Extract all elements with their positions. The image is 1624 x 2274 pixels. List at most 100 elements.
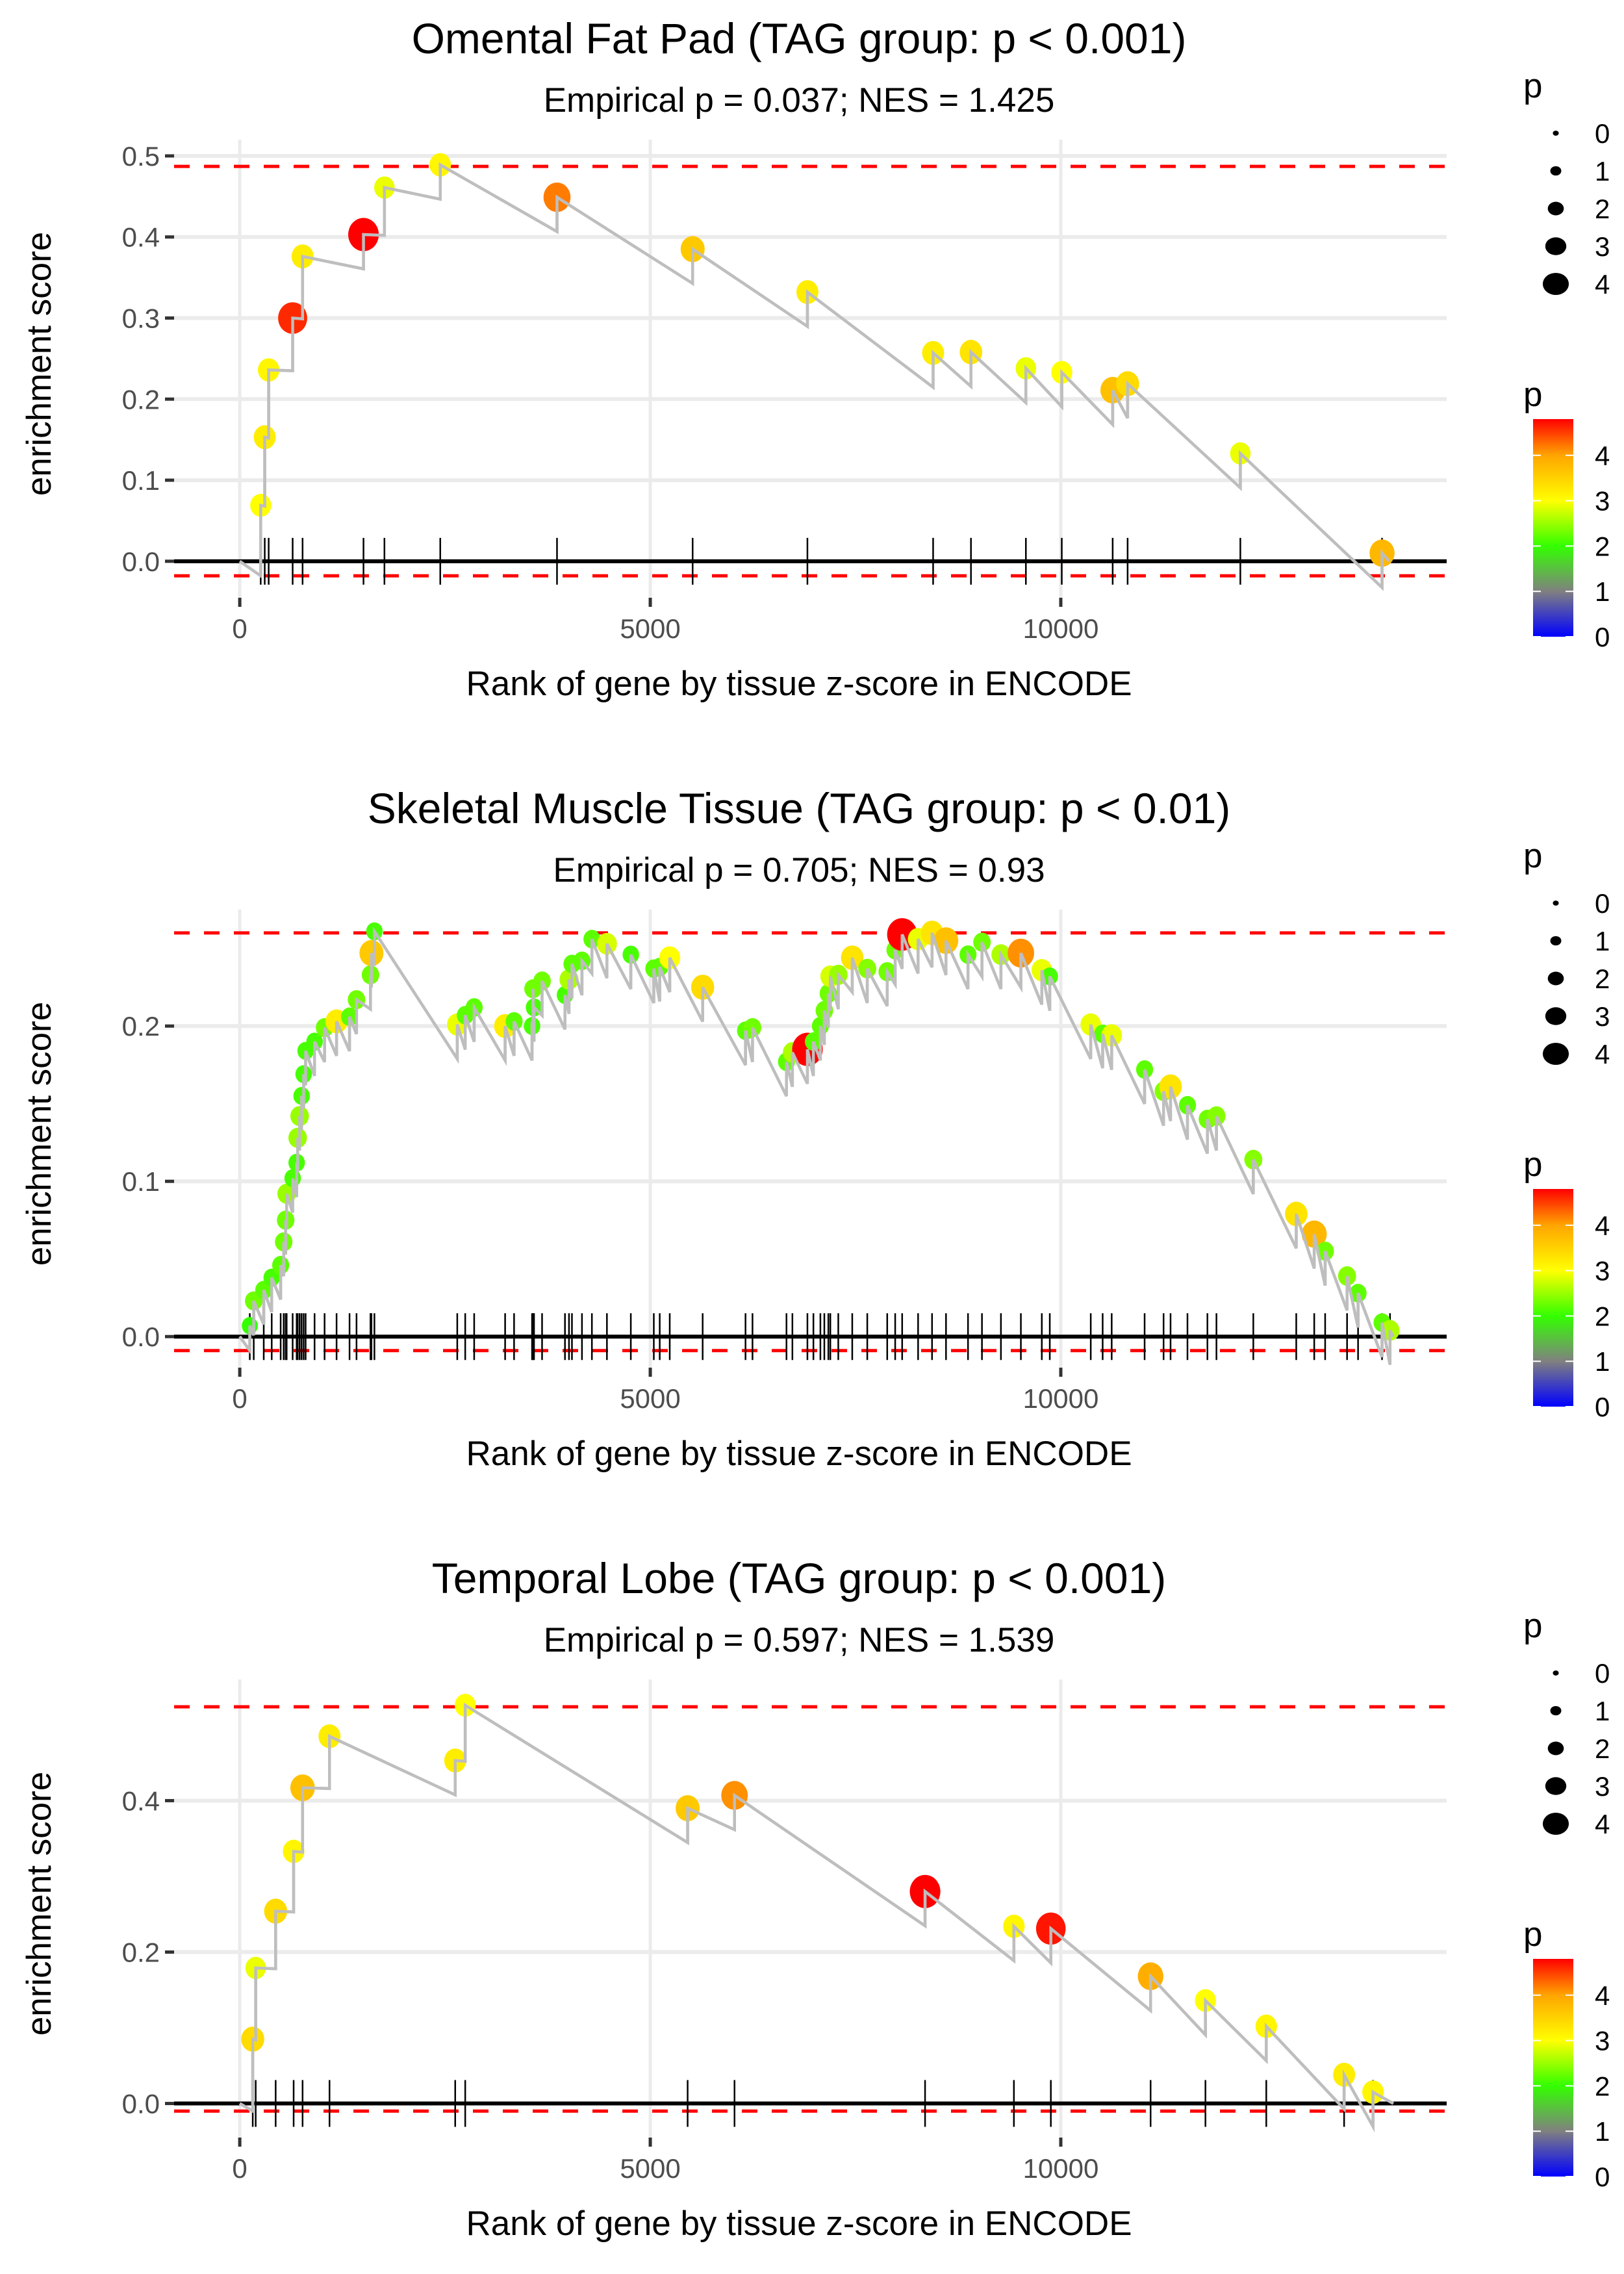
color-legend-label: 2 — [1595, 531, 1610, 561]
panel-subtitle: Empirical p = 0.037; NES = 1.425 — [544, 81, 1055, 120]
size-legend-key — [1547, 201, 1564, 216]
size-legend-label: 2 — [1595, 1733, 1610, 1764]
color-legend-label: 4 — [1595, 1210, 1610, 1241]
size-legend-key — [1545, 1007, 1567, 1025]
x-tick-label: 0 — [232, 2153, 247, 2184]
x-tick-label: 10000 — [1023, 1383, 1099, 1414]
size-legend-title: p — [1523, 67, 1542, 105]
size-legend-label: 0 — [1595, 118, 1610, 149]
size-legend-key — [1550, 166, 1562, 176]
panel-subtitle: Empirical p = 0.705; NES = 0.93 — [553, 851, 1045, 889]
running-es-curve-overlay — [238, 1702, 1394, 2132]
color-legend-label: 1 — [1595, 1346, 1610, 1377]
y-tick-label: 0.3 — [122, 303, 160, 334]
x-tick-label: 0 — [232, 613, 247, 644]
running-es-curve-overlay — [238, 162, 1391, 591]
x-tick-label: 10000 — [1023, 613, 1099, 644]
color-legend-label: 0 — [1595, 1392, 1610, 1422]
size-legend-label: 1 — [1595, 926, 1610, 956]
panel-title: Skeletal Muscle Tissue (TAG group: p < 0… — [368, 784, 1231, 832]
y-tick-label: 0.0 — [122, 546, 160, 577]
y-tick-label: 0.0 — [122, 1322, 160, 1352]
color-legend-label: 2 — [1595, 2071, 1610, 2101]
color-bar — [1533, 419, 1573, 637]
x-axis-title: Rank of gene by tissue z-score in ENCODE — [466, 665, 1132, 703]
color-legend-label: 3 — [1595, 2026, 1610, 2056]
color-legend-label: 0 — [1595, 622, 1610, 652]
y-axis-title: enrichment score — [20, 232, 58, 496]
x-axis-title: Rank of gene by tissue z-score in ENCODE — [466, 2204, 1132, 2243]
size-legend-label: 2 — [1595, 964, 1610, 994]
size-legend-label: 4 — [1595, 1039, 1610, 1069]
y-tick-label: 0.2 — [122, 384, 160, 415]
y-tick-label: 0.2 — [122, 1011, 160, 1041]
size-legend-key — [1545, 1777, 1567, 1795]
x-tick-label: 5000 — [620, 2153, 680, 2184]
color-legend-label: 4 — [1595, 441, 1610, 471]
color-legend-label: 1 — [1595, 2116, 1610, 2147]
size-legend-label: 4 — [1595, 1809, 1610, 1839]
x-tick-label: 10000 — [1023, 2153, 1099, 2184]
panel-omental-fat-pad: Omental Fat Pad (TAG group: p < 0.001) E… — [20, 14, 1447, 703]
color-legend-label: 0 — [1595, 2162, 1610, 2192]
plot-area: 0.0 0.2 0.4 0 5000 10000 — [122, 1680, 1447, 2184]
panel-skeletal-muscle-tissue: Skeletal Muscle Tissue (TAG group: p < 0… — [20, 784, 1447, 1473]
size-legend-key — [1550, 936, 1562, 946]
size-legend-key — [1553, 901, 1559, 906]
color-bar — [1533, 1959, 1573, 2177]
legend-group: p 0 1 2 3 4 p 4 3 2 1 0 — [1523, 1607, 1610, 2192]
color-legend-title: p — [1523, 1145, 1542, 1184]
size-legend-key — [1542, 1812, 1569, 1835]
color-legend-title: p — [1523, 376, 1542, 414]
panel-subtitle: Empirical p = 0.597; NES = 1.539 — [544, 1621, 1055, 1659]
running-es-curve-overlay — [238, 926, 1395, 1365]
size-legend-label: 0 — [1595, 888, 1610, 919]
size-legend-label: 3 — [1595, 1001, 1610, 1032]
x-tick-label: 5000 — [620, 613, 680, 644]
size-legend-label: 1 — [1595, 156, 1610, 186]
y-tick-label: 0.4 — [122, 222, 160, 253]
color-legend-label: 2 — [1595, 1301, 1610, 1331]
x-axis-title: Rank of gene by tissue z-score in ENCODE — [466, 1435, 1132, 1473]
size-legend-key — [1542, 272, 1569, 296]
y-axis-title: enrichment score — [20, 1772, 58, 2036]
size-legend-key — [1542, 1042, 1569, 1066]
size-legend-key — [1547, 1741, 1564, 1756]
x-tick-label: 0 — [232, 1383, 247, 1414]
panel-temporal-lobe: Temporal Lobe (TAG group: p < 0.001) Emp… — [20, 1554, 1447, 2243]
panel-title: Omental Fat Pad (TAG group: p < 0.001) — [412, 14, 1187, 62]
plot-area: 0.0 0.1 0.2 0 5000 10000 — [122, 910, 1447, 1414]
x-tick-label: 5000 — [620, 1383, 680, 1414]
size-legend-label: 4 — [1595, 269, 1610, 300]
size-legend-label: 1 — [1595, 1696, 1610, 1726]
color-legend-label: 3 — [1595, 1256, 1610, 1286]
size-legend-key — [1553, 1670, 1559, 1676]
panel-title: Temporal Lobe (TAG group: p < 0.001) — [432, 1554, 1167, 1602]
size-legend-key — [1550, 1706, 1562, 1716]
y-tick-label: 0.1 — [122, 1166, 160, 1197]
y-tick-label: 0.2 — [122, 1937, 160, 1968]
color-legend-label: 4 — [1595, 1980, 1610, 2011]
y-tick-label: 0.0 — [122, 2089, 160, 2119]
size-legend-key — [1547, 971, 1564, 986]
plot-area: 0.0 0.1 0.2 0.3 0.4 0.5 0 5000 10000 — [122, 140, 1447, 644]
size-legend-label: 2 — [1595, 194, 1610, 224]
y-tick-label: 0.5 — [122, 141, 160, 172]
legend-group: p 0 1 2 3 4 p 4 3 2 1 0 — [1523, 67, 1610, 652]
y-axis-title: enrichment score — [20, 1002, 58, 1266]
size-legend-key — [1553, 131, 1559, 136]
y-tick-label: 0.1 — [122, 465, 160, 496]
color-bar — [1533, 1189, 1573, 1407]
y-tick-label: 0.4 — [122, 1785, 160, 1816]
size-legend-key — [1545, 237, 1567, 255]
color-legend-title: p — [1523, 1915, 1542, 1954]
color-legend-label: 1 — [1595, 576, 1610, 607]
size-legend-title: p — [1523, 1607, 1542, 1645]
size-legend-label: 0 — [1595, 1658, 1610, 1689]
legend-group: p 0 1 2 3 4 p 4 3 2 1 0 — [1523, 837, 1610, 1422]
size-legend-label: 3 — [1595, 1771, 1610, 1802]
size-legend-title: p — [1523, 837, 1542, 875]
size-legend-label: 3 — [1595, 231, 1610, 262]
color-legend-label: 3 — [1595, 486, 1610, 517]
